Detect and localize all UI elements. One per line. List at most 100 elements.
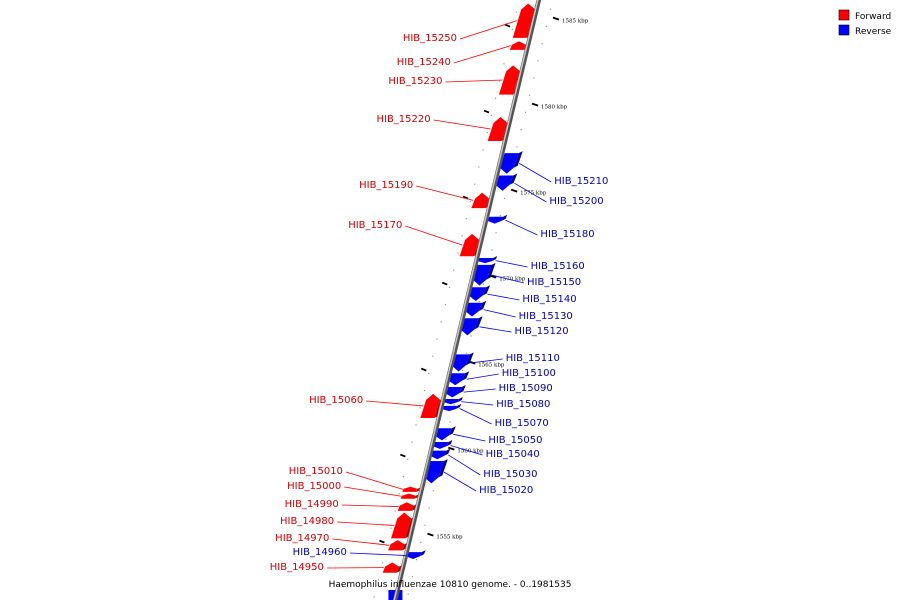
label-leader-line bbox=[459, 20, 518, 40]
gene-hib_15080[interactable] bbox=[443, 397, 463, 405]
gene-body[interactable] bbox=[420, 393, 441, 418]
gene-shade bbox=[459, 385, 466, 394]
gene-shade bbox=[486, 262, 496, 280]
gene-body[interactable] bbox=[468, 287, 487, 301]
genome-backbone bbox=[392, 0, 542, 600]
major-tick bbox=[552, 16, 560, 21]
minor-tick-dot bbox=[453, 269, 455, 271]
gene-hib_15000[interactable] bbox=[400, 493, 420, 499]
label-leader-line bbox=[483, 309, 516, 318]
gene-hib_15180[interactable] bbox=[487, 214, 508, 224]
gene-label: HIB_15020 bbox=[479, 485, 533, 496]
gene-label: HIB_15170 bbox=[348, 220, 402, 231]
minor-tick-dot bbox=[445, 438, 447, 440]
gene-body[interactable] bbox=[441, 405, 458, 412]
gene-label: HIB_15150 bbox=[527, 277, 581, 288]
gene-label: HIB_15040 bbox=[486, 449, 540, 460]
minor-tick-dot bbox=[515, 11, 518, 13]
minor-tick-dot bbox=[470, 335, 472, 337]
gene-hib_15150[interactable] bbox=[472, 262, 496, 286]
gene-body[interactable] bbox=[430, 450, 447, 460]
minor-tick-dot bbox=[486, 132, 488, 134]
gene-body[interactable] bbox=[495, 175, 514, 191]
major-tick bbox=[420, 367, 427, 372]
gene-body[interactable] bbox=[512, 3, 536, 38]
gene-body[interactable] bbox=[487, 216, 504, 224]
gene-hib_15070[interactable] bbox=[441, 403, 462, 412]
label-leader-line bbox=[514, 182, 547, 203]
gene-body[interactable] bbox=[388, 540, 405, 551]
minor-tick-dot bbox=[449, 421, 451, 423]
major-tick bbox=[400, 453, 406, 458]
label-leader-line bbox=[366, 400, 424, 407]
gene-label: HIB_15210 bbox=[554, 176, 608, 187]
minor-tick-dot bbox=[436, 338, 438, 340]
gene-hib_15210[interactable] bbox=[499, 151, 523, 174]
gene-hib_15160[interactable] bbox=[477, 256, 498, 264]
gene-labels: HIB_15250 HIB_15240 HIB_15230 HIB_15220 HIB_… bbox=[270, 20, 608, 573]
gene-body[interactable] bbox=[472, 264, 492, 286]
minor-tick-dot bbox=[478, 166, 480, 168]
gene-hib_15110[interactable] bbox=[451, 352, 474, 372]
legend-forward-label: Forward bbox=[855, 12, 891, 22]
minor-tick-dot bbox=[420, 541, 422, 543]
minor-tick-dot bbox=[415, 424, 417, 426]
gene-hib_14960[interactable] bbox=[405, 550, 426, 559]
gene-body[interactable] bbox=[445, 387, 462, 398]
gene-label: HIB_15160 bbox=[531, 261, 585, 272]
gene-body[interactable] bbox=[477, 258, 494, 264]
gene-label: HIB_15090 bbox=[499, 383, 553, 394]
gene-body[interactable] bbox=[400, 493, 416, 499]
gene-body[interactable] bbox=[397, 502, 414, 511]
gene-hib_15010[interactable] bbox=[402, 486, 422, 492]
gene-body[interactable] bbox=[448, 373, 466, 386]
gene-label: HIB_15140 bbox=[522, 294, 576, 305]
gene-body[interactable] bbox=[509, 41, 526, 50]
minor-tick-dot bbox=[457, 252, 459, 254]
minor-tick-dot bbox=[469, 200, 472, 202]
gene-body[interactable] bbox=[443, 399, 459, 405]
gene-body[interactable] bbox=[499, 153, 519, 174]
gene-hib_15100[interactable] bbox=[448, 371, 470, 386]
gene-body[interactable] bbox=[459, 233, 480, 257]
gene-hib_15120[interactable] bbox=[460, 316, 483, 336]
gene-label: HIB_14950 bbox=[270, 562, 324, 573]
gene-body[interactable] bbox=[464, 302, 483, 317]
minor-tick-dot bbox=[423, 390, 426, 392]
gene-shade bbox=[448, 426, 456, 436]
gene-body[interactable] bbox=[402, 486, 418, 492]
gene-hib_15040[interactable] bbox=[432, 440, 453, 449]
gene-label: HIB_15230 bbox=[388, 76, 442, 87]
gene-hib_15130[interactable] bbox=[464, 300, 487, 317]
gene-hib_15200[interactable] bbox=[495, 173, 518, 191]
gene-hib_15090[interactable] bbox=[445, 385, 466, 398]
gene-body[interactable] bbox=[460, 318, 479, 336]
label-leader-line bbox=[479, 326, 512, 333]
minor-tick-dot bbox=[503, 63, 505, 65]
kbp-tick-label: 1570 kbp bbox=[499, 277, 526, 283]
minor-tick-dot bbox=[411, 576, 413, 578]
gene-body[interactable] bbox=[498, 65, 521, 95]
label-leader-line bbox=[416, 185, 474, 201]
gene-label: HIB_15120 bbox=[514, 326, 568, 337]
label-leader-line bbox=[337, 521, 395, 526]
gene-body[interactable] bbox=[487, 116, 508, 142]
gene-shade bbox=[474, 316, 483, 330]
gene-body[interactable] bbox=[451, 354, 470, 372]
gene-body[interactable] bbox=[434, 428, 452, 441]
gene-body[interactable] bbox=[432, 442, 449, 449]
gene-shade bbox=[509, 173, 518, 185]
major-tick bbox=[379, 539, 385, 544]
minor-tick-dot bbox=[428, 372, 430, 374]
gene-body[interactable] bbox=[390, 512, 412, 539]
gene-label: HIB_15070 bbox=[495, 418, 549, 429]
major-tick bbox=[448, 446, 455, 451]
gene-hib_15140[interactable] bbox=[468, 285, 491, 301]
gene-body[interactable] bbox=[405, 552, 422, 559]
gene-hib_15050[interactable] bbox=[434, 426, 456, 441]
minor-tick-dot bbox=[461, 235, 463, 237]
gene-hib_15030[interactable] bbox=[430, 448, 451, 460]
gene-body[interactable] bbox=[471, 192, 490, 209]
gene-body[interactable] bbox=[382, 562, 400, 573]
